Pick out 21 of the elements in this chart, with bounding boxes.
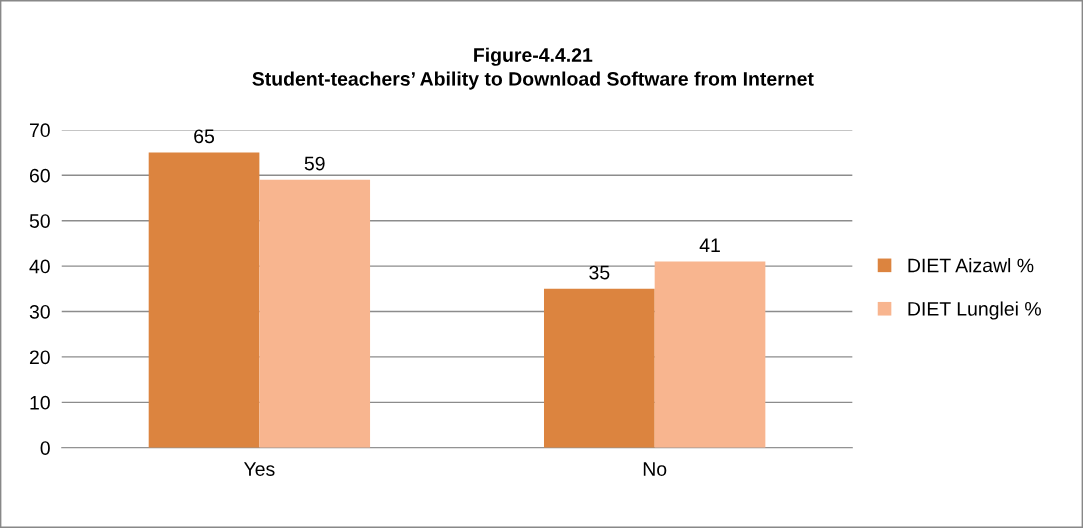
y-tick-label: 60: [29, 168, 50, 183]
y-tick-label: 10: [30, 395, 50, 410]
x-tick-label: No: [643, 462, 667, 476]
data-label: 59: [304, 156, 325, 171]
legend-label: DIET Lunglei %: [908, 301, 1041, 320]
x-tick-label: Yes: [243, 462, 275, 476]
y-tick-label: 0: [40, 441, 50, 455]
chart-title: Figure-4.4.21 Student-teachers’ Ability to Download Software from Internet: [252, 47, 814, 90]
bar: [654, 261, 766, 448]
data-label: 35: [589, 265, 610, 280]
bar: [148, 152, 260, 448]
y-tick-label: 20: [29, 350, 50, 365]
y-tick-label: 50: [29, 214, 50, 228]
data-label: 65: [194, 129, 215, 144]
y-tick-label: 40: [29, 259, 50, 274]
data-label: 41: [699, 238, 720, 252]
y-tick-label: 30: [29, 304, 50, 319]
y-tick-label: 70: [29, 123, 50, 138]
legend-label: DIET Aizawl %: [908, 258, 1034, 273]
bar: [543, 288, 655, 448]
bar: [259, 179, 371, 448]
